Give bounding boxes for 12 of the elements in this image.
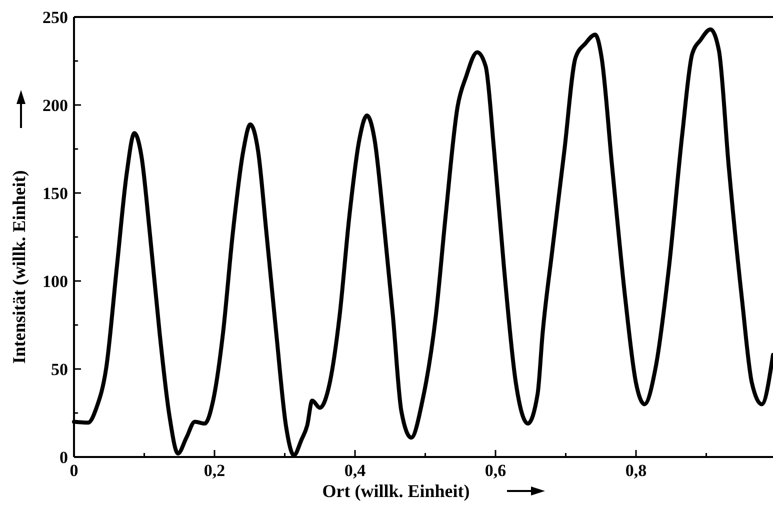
y-tick-label: 50 [51,360,68,379]
x-tick-label: 0,8 [625,461,647,480]
x-tick-label: 0,6 [484,461,506,480]
y-tick-label: 100 [42,272,68,291]
y-tick-label: 150 [42,184,68,203]
x-tick-label: 0,4 [344,461,366,480]
y-tick-label: 200 [42,96,68,115]
x-tick-label: 0,2 [204,461,226,480]
x-axis-title: Ort (willk. Einheit) [322,481,470,501]
y-axis-title: Intensität (willk. Einheit) [9,170,29,364]
y-tick-label: 250 [42,8,68,27]
y-tick-label: 0 [60,448,68,467]
